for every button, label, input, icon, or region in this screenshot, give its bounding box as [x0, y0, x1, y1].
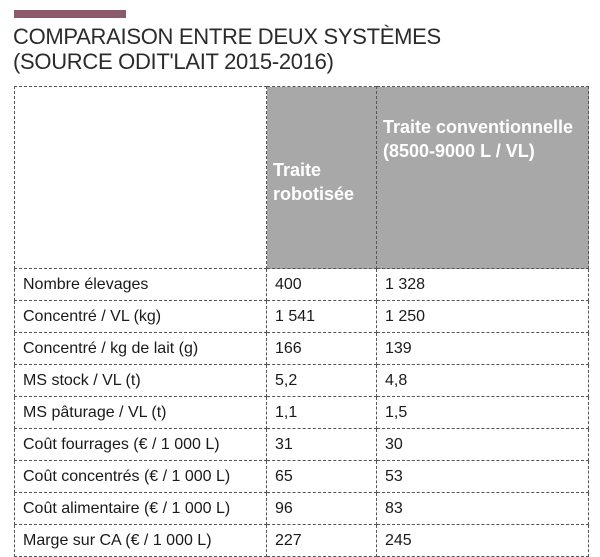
value-robot: 1,1 [266, 396, 377, 429]
value-conventional: 1,5 [376, 396, 589, 429]
table-row: Nombre élevages 400 1 328 [14, 268, 589, 301]
value-conventional: 30 [376, 428, 589, 461]
table-row: Coût fourrages (€ / 1 000 L) 31 30 [14, 428, 589, 461]
value-robot: 227 [266, 524, 377, 557]
accent-bar [14, 10, 126, 18]
value-robot: 1 541 [266, 300, 377, 333]
value-robot: 166 [266, 332, 377, 365]
table-row: Concentré / VL (kg) 1 541 1 250 [14, 300, 589, 333]
title-line-2: (SOURCE ODIT'LAIT 2015-2016) [13, 49, 334, 74]
title-line-1: COMPARAISON ENTRE DEUX SYSTÈMES [13, 24, 441, 49]
table-row: Concentré / kg de lait (g) 166 139 [14, 332, 589, 365]
value-conventional: 83 [376, 492, 589, 525]
table-row: Coût alimentaire (€ / 1 000 L) 96 83 [14, 492, 589, 525]
row-label: Marge sur CA (€ / 1 000 L) [14, 524, 267, 557]
row-label: MS pâturage / VL (t) [14, 396, 267, 429]
header-cell-conventional: Traite conventionnelle (8500-9000 L / VL… [376, 86, 589, 269]
table-row: MS stock / VL (t) 5,2 4,8 [14, 364, 589, 397]
row-label: Nombre élevages [14, 268, 267, 301]
page-title: COMPARAISON ENTRE DEUX SYSTÈMES (SOURCE … [13, 24, 588, 74]
row-label: Concentré / VL (kg) [14, 300, 267, 333]
row-label: Concentré / kg de lait (g) [14, 332, 267, 365]
row-label: Coût fourrages (€ / 1 000 L) [14, 428, 267, 461]
value-conventional: 53 [376, 460, 589, 493]
value-conventional: 1 250 [376, 300, 589, 333]
value-conventional: 1 328 [376, 268, 589, 301]
table-row: Coût concentrés (€ / 1 000 L) 65 53 [14, 460, 589, 493]
row-label: Coût alimentaire (€ / 1 000 L) [14, 492, 267, 525]
header-cell-empty [14, 86, 267, 269]
table-row: Marge sur CA (€ / 1 000 L) 227 245 [14, 524, 589, 557]
value-conventional: 139 [376, 332, 589, 365]
row-label: MS stock / VL (t) [14, 364, 267, 397]
value-conventional: 245 [376, 524, 589, 557]
value-robot: 5,2 [266, 364, 377, 397]
table-header-row: Traite robotisée Traite conventionnelle … [14, 86, 589, 269]
table-row: MS pâturage / VL (t) 1,1 1,5 [14, 396, 589, 429]
value-robot: 96 [266, 492, 377, 525]
value-robot: 31 [266, 428, 377, 461]
row-label: Coût concentrés (€ / 1 000 L) [14, 460, 267, 493]
value-conventional: 4,8 [376, 364, 589, 397]
value-robot: 400 [266, 268, 377, 301]
header-cell-robot: Traite robotisée [266, 86, 377, 269]
comparison-table: Traite robotisée Traite conventionnelle … [14, 86, 589, 557]
value-robot: 65 [266, 460, 377, 493]
table-body: Nombre élevages 400 1 328 Concentré / VL (k… [14, 268, 589, 557]
